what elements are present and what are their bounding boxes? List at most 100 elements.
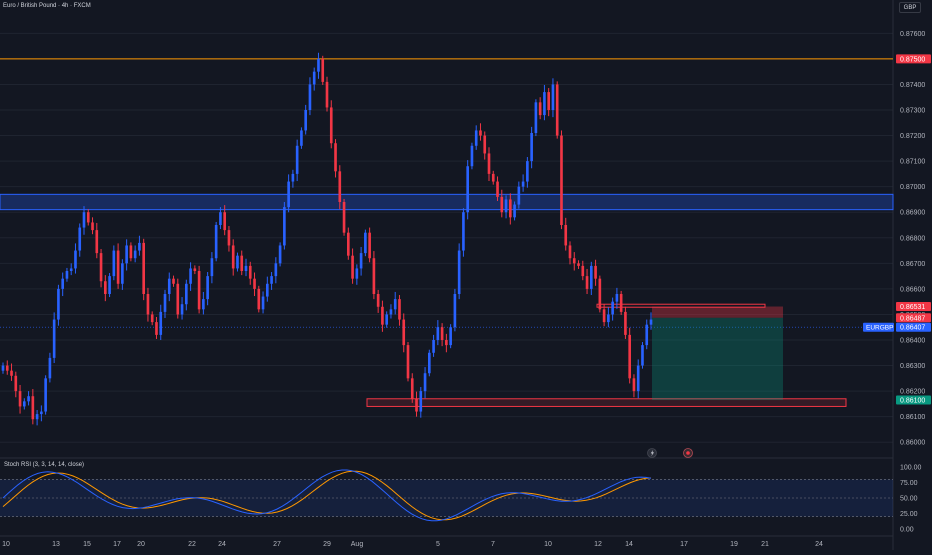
candle[interactable] — [555, 81, 559, 139]
candle[interactable] — [440, 323, 444, 347]
candle[interactable] — [649, 312, 653, 330]
candle[interactable] — [300, 127, 303, 149]
candle[interactable] — [491, 170, 495, 185]
candle[interactable] — [325, 76, 329, 112]
candle[interactable] — [223, 205, 227, 236]
candle[interactable] — [180, 297, 184, 320]
candle[interactable] — [504, 195, 508, 219]
candle[interactable] — [368, 227, 371, 263]
candle[interactable] — [351, 248, 354, 284]
candle[interactable] — [487, 147, 491, 182]
candle[interactable] — [406, 342, 410, 382]
candle[interactable] — [295, 139, 299, 182]
candle[interactable] — [61, 272, 65, 297]
candle[interactable] — [312, 67, 316, 91]
candle[interactable] — [304, 104, 308, 135]
candle[interactable] — [78, 223, 82, 257]
candle[interactable] — [40, 405, 43, 422]
candle[interactable] — [1, 362, 5, 374]
candle[interactable] — [551, 78, 555, 118]
candle[interactable] — [470, 142, 474, 170]
candle[interactable] — [483, 131, 487, 160]
candle[interactable] — [116, 243, 120, 289]
candle[interactable] — [35, 410, 39, 426]
candle[interactable] — [521, 174, 525, 192]
candle[interactable] — [189, 262, 192, 291]
candle[interactable] — [5, 360, 9, 375]
candle[interactable] — [415, 391, 418, 417]
candle[interactable] — [69, 263, 73, 276]
candle[interactable] — [248, 261, 252, 285]
candle[interactable] — [125, 239, 128, 271]
candle[interactable] — [167, 272, 171, 302]
candle[interactable] — [423, 367, 427, 399]
candle[interactable] — [65, 267, 69, 282]
candle[interactable] — [291, 169, 295, 188]
candle[interactable] — [427, 349, 431, 377]
candle[interactable] — [278, 242, 282, 267]
candle[interactable] — [14, 371, 18, 398]
candle[interactable] — [342, 198, 346, 236]
candle[interactable] — [500, 189, 504, 218]
candle[interactable] — [628, 327, 632, 384]
candle[interactable] — [197, 265, 201, 314]
candle[interactable] — [27, 391, 30, 406]
candle[interactable] — [453, 288, 457, 332]
candle[interactable] — [244, 258, 248, 277]
candle[interactable] — [479, 123, 482, 141]
candle[interactable] — [193, 265, 197, 275]
candle[interactable] — [317, 52, 320, 79]
candle[interactable] — [44, 375, 47, 415]
candle[interactable] — [436, 320, 440, 346]
candle[interactable] — [99, 249, 103, 288]
candle[interactable] — [564, 217, 568, 251]
time-axis[interactable]: 10 13 15 17 20 22 24 27 29 Aug 5 7 10 12 14 17 19 21 24 — [2, 541, 823, 548]
candle[interactable] — [496, 176, 499, 201]
chart-icons[interactable] — [647, 448, 693, 458]
candle[interactable] — [172, 275, 175, 287]
candle[interactable] — [359, 246, 363, 276]
candle[interactable] — [95, 222, 99, 259]
candle[interactable] — [632, 374, 636, 398]
candle[interactable] — [22, 398, 26, 410]
candle[interactable] — [594, 259, 597, 286]
candle[interactable] — [581, 260, 585, 281]
indicator-title[interactable]: Stoch RSI (3, 3, 14, 14, close) — [4, 462, 85, 468]
candle[interactable] — [108, 273, 111, 298]
candle[interactable] — [526, 157, 529, 188]
candle[interactable] — [142, 238, 146, 301]
candle[interactable] — [138, 235, 141, 256]
candle[interactable] — [615, 287, 619, 309]
candle[interactable] — [103, 275, 107, 302]
currency-button[interactable]: GBP — [899, 2, 921, 13]
candle[interactable] — [129, 242, 133, 262]
candle[interactable] — [112, 245, 116, 281]
candle[interactable] — [466, 160, 470, 220]
candle[interactable] — [585, 268, 589, 294]
candle[interactable] — [163, 289, 167, 319]
candle[interactable] — [517, 181, 521, 209]
candle[interactable] — [376, 289, 380, 313]
candle[interactable] — [645, 319, 649, 350]
candle[interactable] — [462, 208, 465, 257]
candle[interactable] — [572, 252, 576, 271]
candle[interactable] — [334, 139, 337, 178]
price-axis[interactable]: 0.87600 0.87500 0.87400 0.87300 0.87200 0.871… — [863, 31, 931, 447]
candle[interactable] — [602, 304, 606, 327]
candle[interactable] — [308, 77, 312, 116]
candle[interactable] — [91, 217, 94, 235]
candle[interactable] — [133, 245, 137, 263]
candle[interactable] — [18, 384, 22, 414]
candle[interactable] — [513, 201, 516, 221]
candle[interactable] — [265, 276, 269, 302]
candle[interactable] — [329, 100, 333, 149]
candle[interactable] — [607, 307, 610, 328]
candle[interactable] — [321, 55, 325, 85]
candle[interactable] — [355, 264, 359, 285]
candle[interactable] — [253, 272, 256, 297]
candle[interactable] — [176, 278, 180, 319]
candle[interactable] — [150, 311, 154, 326]
candle[interactable] — [31, 389, 35, 425]
candle[interactable] — [206, 272, 209, 306]
